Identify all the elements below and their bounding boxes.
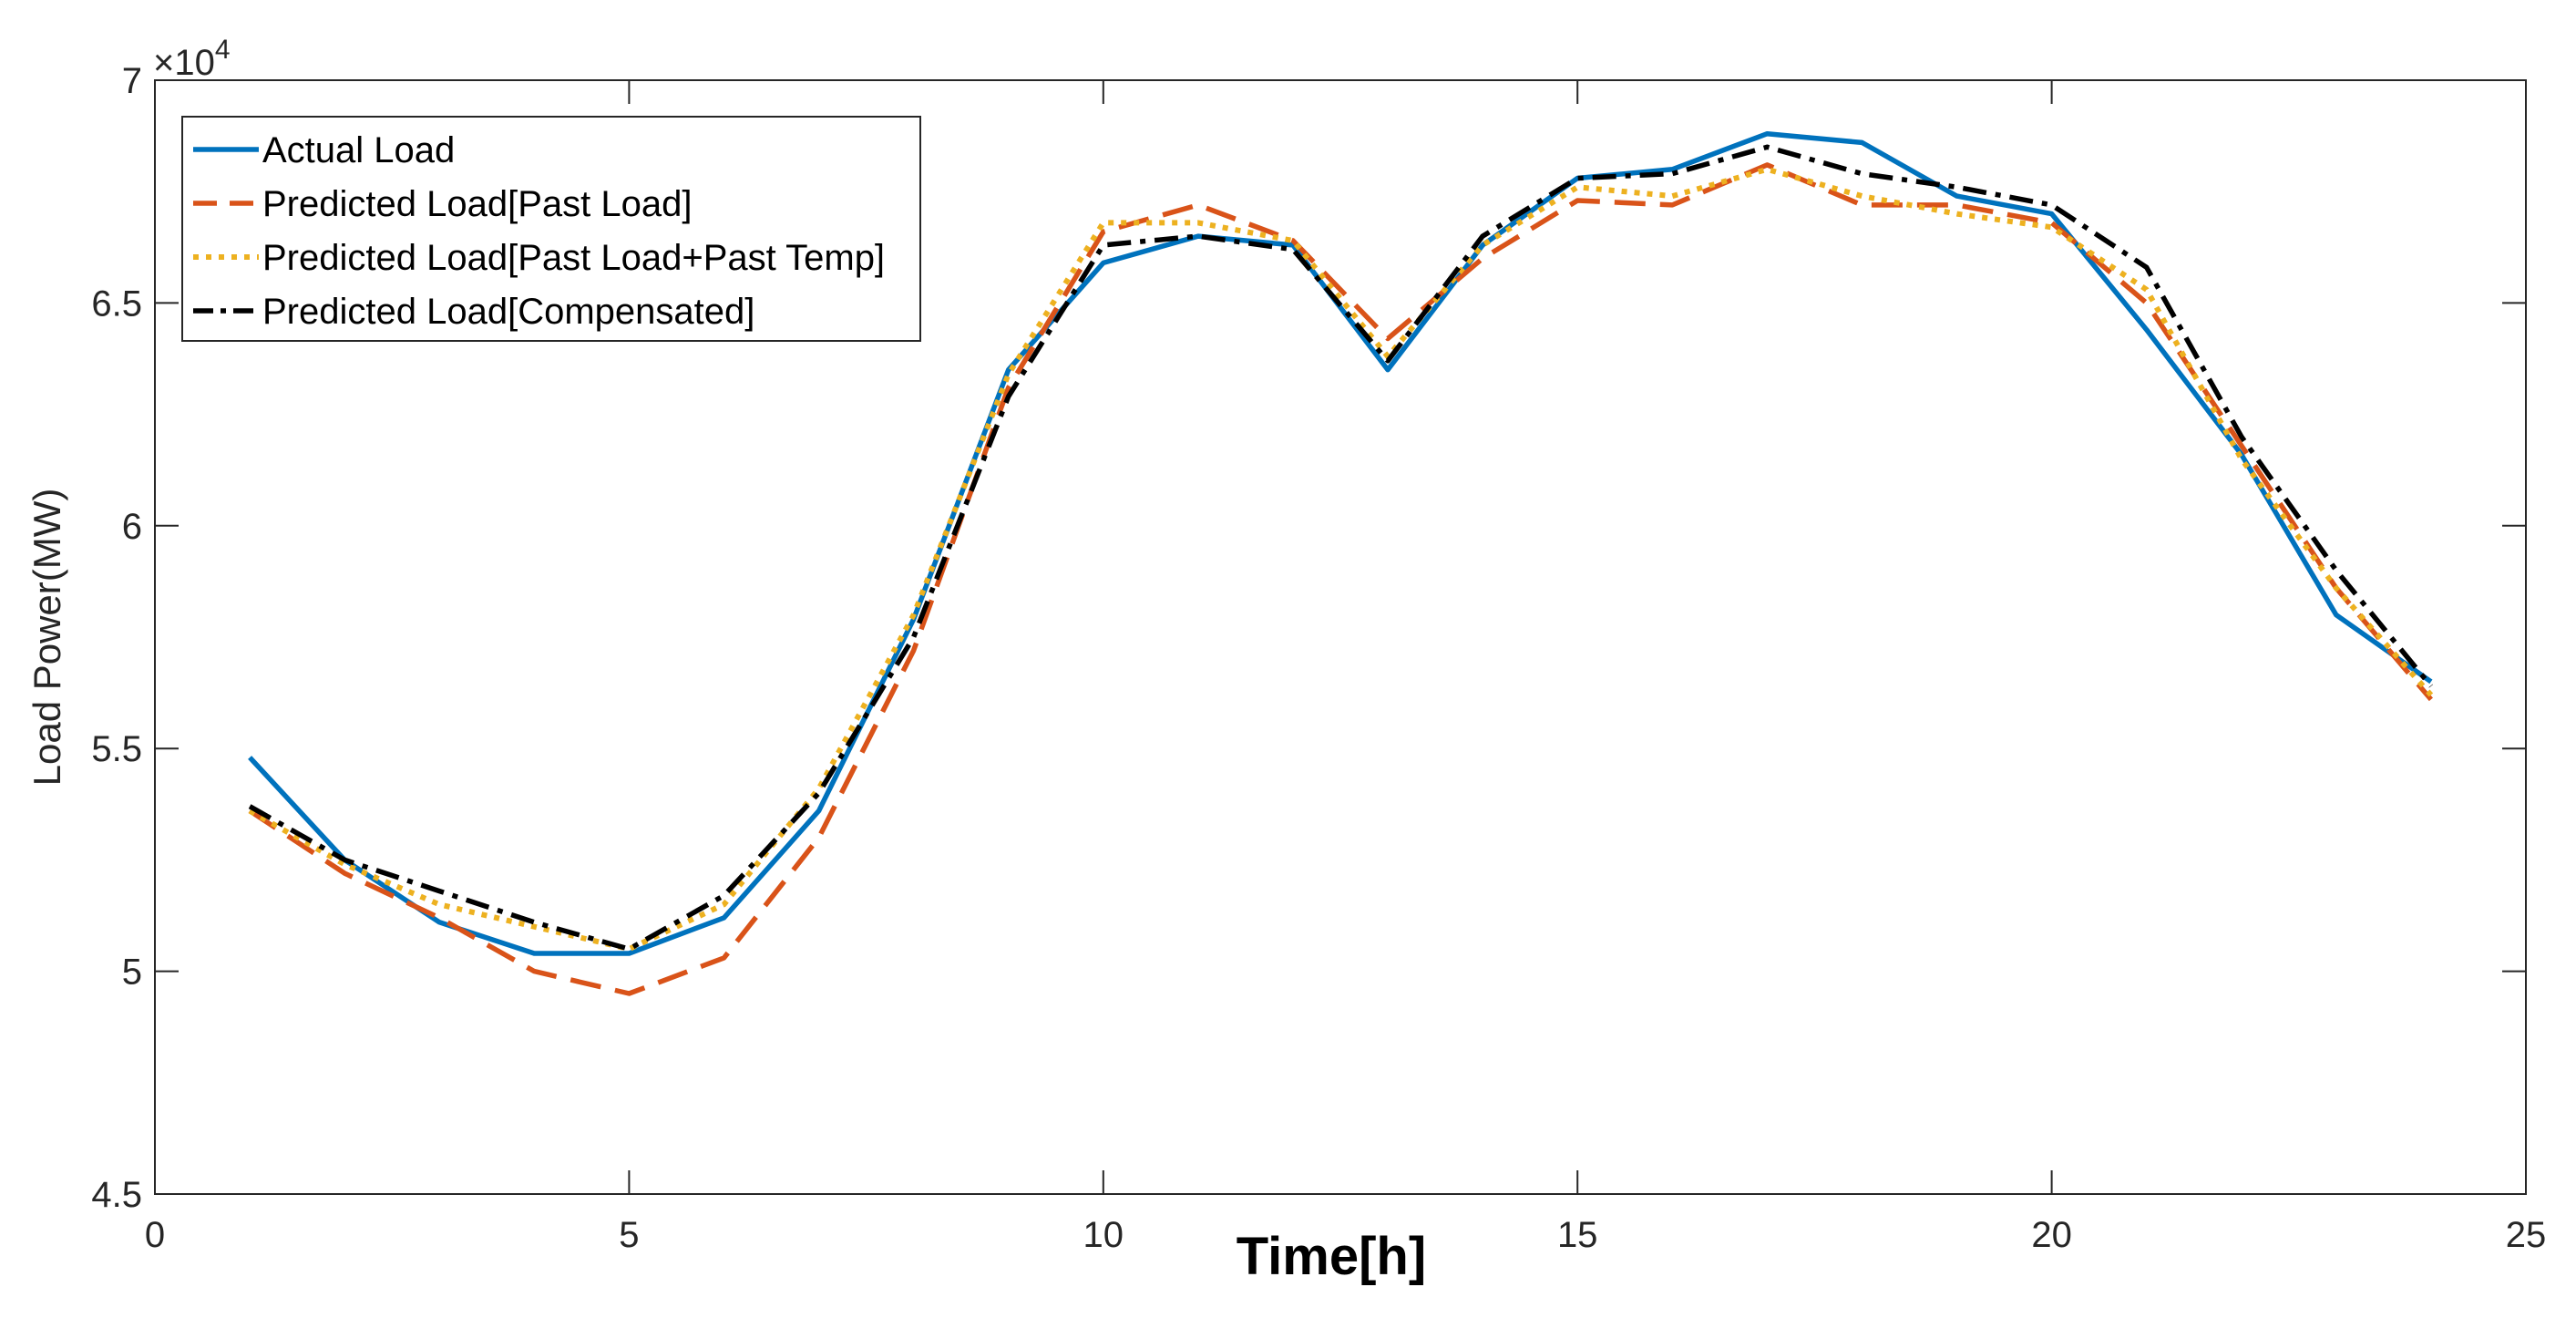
x-tick-label: 25	[2506, 1215, 2547, 1255]
legend-label-1: Actual Load	[262, 130, 455, 170]
x-tick-label: 15	[1557, 1215, 1598, 1255]
ticks-layer	[154, 79, 2527, 1195]
y-tick-label: 5	[122, 952, 142, 993]
y-tick-label: 6.5	[91, 283, 142, 324]
axes-box	[154, 79, 2527, 1195]
y-axis-title: Load Power(MW)	[26, 489, 68, 787]
series-line-2	[248, 162, 2433, 996]
tick-labels: 0 5 10 15 20 25 4.5 5 5.5 6 6.5 7	[91, 61, 2546, 1255]
x-tick-label: 20	[2031, 1215, 2072, 1255]
y-axis-multiplier: ×104	[153, 35, 231, 83]
x-tick-label: 5	[619, 1215, 639, 1255]
y-tick-label: 7	[122, 61, 142, 101]
y-tick-label: 6	[122, 507, 142, 547]
legend: Actual Load Predicted Load[Past Load] Pred…	[181, 116, 921, 342]
legend-label-3: Predicted Load[Past Load+Past Temp]	[262, 238, 885, 278]
series-layer	[248, 130, 2434, 996]
legend-box	[181, 116, 921, 342]
y-tick-label: 5.5	[91, 729, 142, 769]
y-multiplier-exponent: 4	[215, 35, 231, 65]
legend-label-2: Predicted Load[Past Load]	[262, 184, 692, 224]
y-multiplier-base: ×10	[153, 43, 215, 83]
series-line-4	[248, 144, 2434, 952]
x-axis-title: Time[h]	[1237, 1227, 1426, 1286]
x-tick-label: 10	[1083, 1215, 1124, 1255]
legend-label-4: Predicted Load[Compensated]	[262, 292, 754, 332]
y-tick-label: 4.5	[91, 1175, 142, 1215]
x-tick-label: 0	[145, 1215, 165, 1255]
